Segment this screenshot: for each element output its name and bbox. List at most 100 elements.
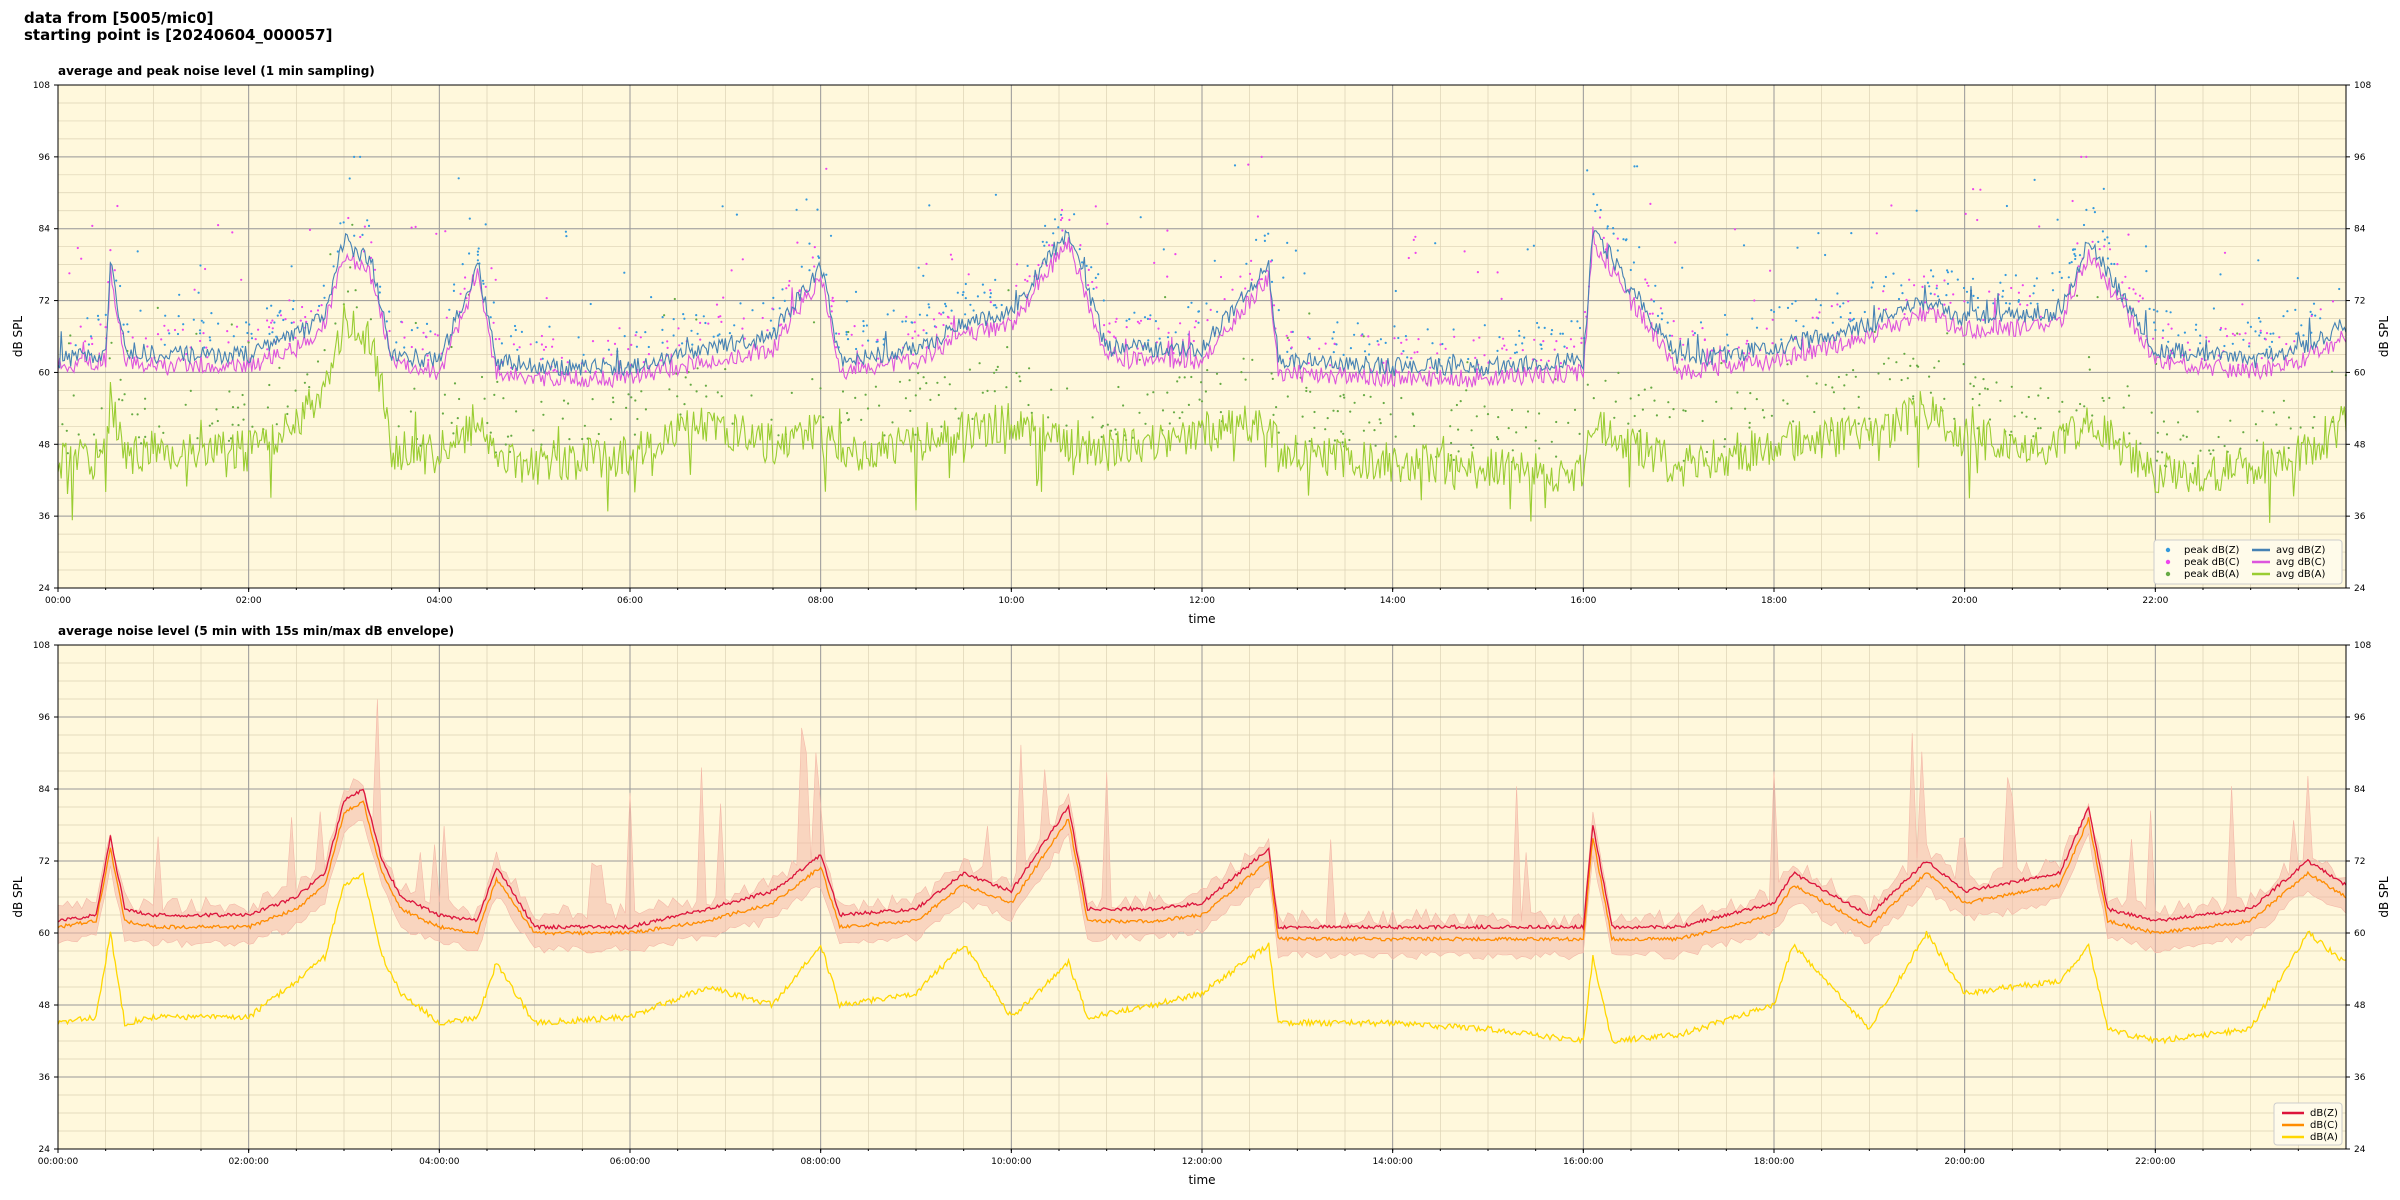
chart0-peak-point xyxy=(1050,388,1053,391)
chart0-peak-point xyxy=(1450,441,1453,445)
chart0-peak-point xyxy=(682,313,685,316)
chart0-peak-point xyxy=(1367,335,1370,338)
chart0-peak-point xyxy=(1813,410,1816,414)
chart0-peak-point xyxy=(1565,346,1568,350)
chart0-peak-point xyxy=(1085,264,1088,267)
chart0-peak-point xyxy=(540,443,543,446)
chart0-peak-point xyxy=(427,358,430,362)
chart0-ytick-label-right: 24 xyxy=(2354,584,2366,594)
chart0-peak-point xyxy=(1475,415,1478,418)
chart0-peak-point xyxy=(1439,343,1442,346)
chart0-peak-point xyxy=(661,328,664,331)
chart0-peak-point xyxy=(1749,392,1752,395)
chart0-peak-point xyxy=(1318,347,1321,350)
chart0-peak-point xyxy=(565,235,568,238)
chart0-peak-point xyxy=(1543,326,1546,329)
chart1-legend: dB(Z)dB(C)dB(A) xyxy=(2273,1102,2343,1146)
chart0-peak-point xyxy=(1873,330,1876,333)
chart0-peak-point xyxy=(241,393,244,397)
chart0-peak-point xyxy=(2079,402,2082,406)
chart0-peak-point xyxy=(1594,210,1597,213)
chart0-peak-point xyxy=(926,314,929,317)
chart0-peak-point xyxy=(898,380,902,383)
chart0-peak-point xyxy=(582,353,585,356)
chart0-peak-point xyxy=(1890,204,1893,207)
chart0-peak-point xyxy=(2170,327,2173,330)
chart0-peak-point xyxy=(2261,410,2264,413)
chart0-peak-point xyxy=(1148,317,1152,321)
chart0-peak-point xyxy=(1251,358,1254,361)
chart0-peak-point xyxy=(74,344,77,347)
chart0-peak-point xyxy=(913,330,917,333)
chart0-peak-point xyxy=(704,321,707,325)
chart0-peak-point xyxy=(994,278,997,281)
chart0-peak-point xyxy=(204,267,207,271)
chart0-peak-point xyxy=(2014,274,2017,277)
chart0-peak-point xyxy=(1710,349,1713,352)
chart0-peak-point xyxy=(498,337,501,341)
chart0-peak-point xyxy=(1836,303,1839,306)
chart0-peak-point xyxy=(2017,291,2020,294)
chart0-peak-point xyxy=(877,357,880,360)
chart0-peak-point xyxy=(494,338,497,341)
chart0-peak-point xyxy=(1414,251,1417,254)
chart0-peak-point xyxy=(346,290,350,293)
chart0-peak-point xyxy=(545,297,548,300)
chart0-peak-point xyxy=(1301,415,1304,418)
chart0-peak-point xyxy=(2169,311,2172,314)
chart0-peak-point xyxy=(2127,233,2130,236)
chart0-peak-point xyxy=(716,391,719,394)
chart0-peak-point xyxy=(1580,337,1583,340)
chart0-peak-point xyxy=(1606,227,1609,230)
chart0-peak-point xyxy=(2073,252,2076,256)
chart0-peak-point xyxy=(2093,211,2096,214)
chart0-peak-point xyxy=(2101,230,2104,233)
chart0-peak-point xyxy=(1770,309,1773,312)
chart0-peak-point xyxy=(910,321,913,324)
chart0-peak-point xyxy=(644,408,648,411)
chart0-peak-point xyxy=(1028,275,1031,278)
chart0-peak-point xyxy=(1436,352,1439,355)
chart0-peak-point xyxy=(1267,232,1270,235)
chart1-plot-area xyxy=(58,645,2346,1149)
chart0-peak-point xyxy=(1362,335,1365,338)
chart0-peak-point xyxy=(1682,459,1685,462)
chart0-peak-point xyxy=(1984,387,1987,390)
chart0-ytick-label-right: 72 xyxy=(2354,297,2365,307)
chart0-peak-point xyxy=(1400,396,1403,400)
chart0-peak-point xyxy=(1044,224,1047,227)
chart0-peak-point xyxy=(1242,357,1245,360)
chart1-legend-label: dB(Z) xyxy=(2310,1108,2338,1119)
chart0-peak-point xyxy=(787,284,791,287)
chart0-peak-point xyxy=(448,308,451,311)
chart0-peak-point xyxy=(518,346,521,349)
chart0-peak-point xyxy=(229,437,233,440)
chart0-peak-point xyxy=(450,421,453,424)
chart0-peak-point xyxy=(1849,318,1852,321)
chart0-peak-point xyxy=(422,331,425,334)
chart0-peak-point xyxy=(2141,297,2144,300)
chart0-peak-point xyxy=(847,419,850,422)
chart0-peak-point xyxy=(512,343,516,346)
chart0-peak-point xyxy=(2123,297,2126,300)
chart0-peak-point xyxy=(825,167,828,170)
chart0-peak-point xyxy=(837,332,841,335)
chart0-peak-point xyxy=(612,401,615,404)
chart0-peak-point xyxy=(1417,338,1420,341)
chart0-peak-point xyxy=(1656,314,1660,317)
chart0-peak-point xyxy=(2039,387,2042,390)
chart0-peak-point xyxy=(967,273,970,276)
chart1-series-line-1 xyxy=(57,800,2347,943)
chart0-peak-point xyxy=(532,429,535,432)
chart0-peak-point xyxy=(1751,317,1754,320)
chart0-peak-point xyxy=(2097,240,2100,243)
chart0-peak-point xyxy=(1868,417,1871,420)
chart0-peak-point xyxy=(876,338,879,341)
chart0-peak-point xyxy=(1592,193,1595,196)
chart0-peak-point xyxy=(282,318,285,322)
chart0-peak-point xyxy=(647,353,651,356)
chart0-peak-point xyxy=(1929,292,1932,295)
chart0-peak-point xyxy=(1912,397,1915,400)
chart0-peak-point xyxy=(922,376,925,379)
chart0-peak-point xyxy=(886,313,889,316)
